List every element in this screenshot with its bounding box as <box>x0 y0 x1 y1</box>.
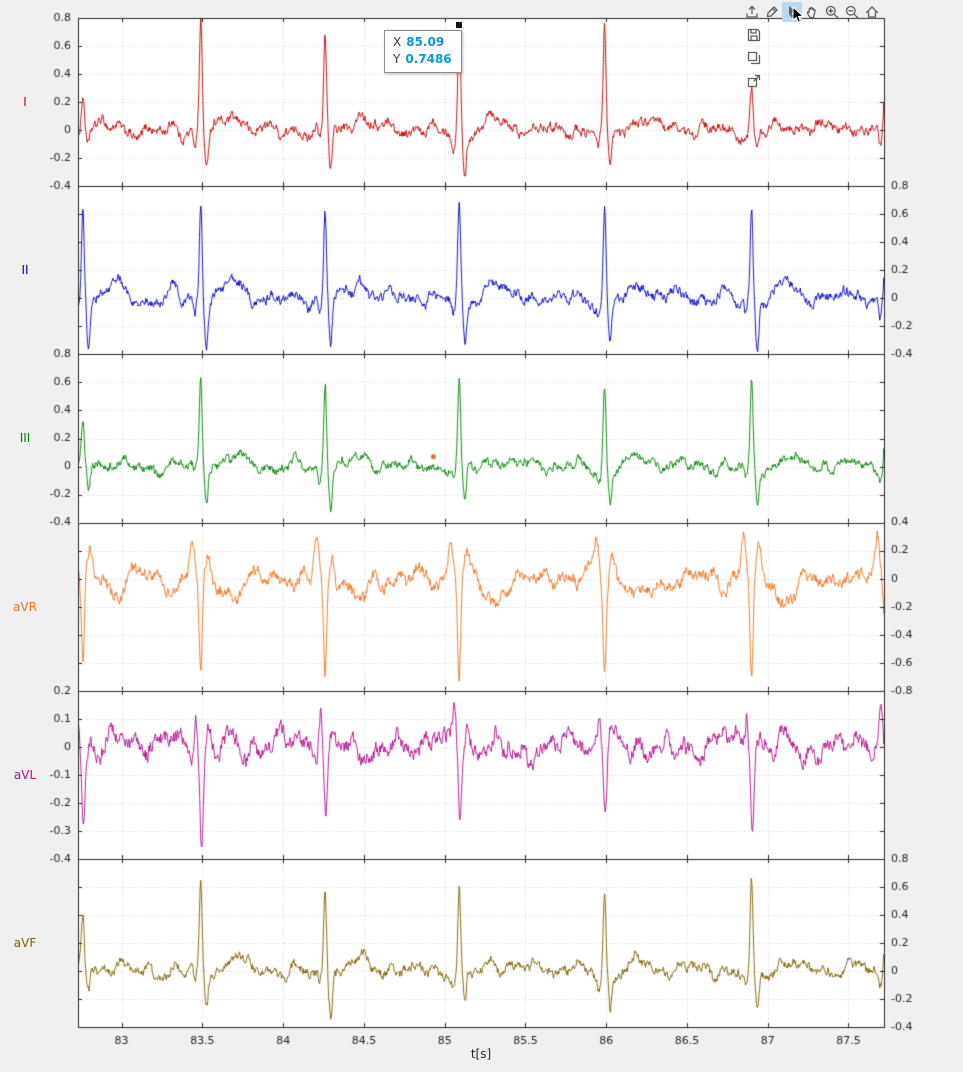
open-in-figure-button[interactable] <box>744 71 764 91</box>
open-in-figure-icon <box>747 74 761 88</box>
mouse-cursor <box>792 7 805 23</box>
figure-side-toolbar <box>744 25 764 91</box>
datatip[interactable]: X 85.09 Y 0.7486 <box>384 30 462 73</box>
datatip-x-label: X <box>393 35 402 49</box>
axes-toolbar <box>742 2 882 22</box>
pan-hand-icon <box>806 6 816 19</box>
lead-label-aVR: aVR <box>13 600 37 614</box>
export-button[interactable] <box>742 2 762 22</box>
lead-label-aVF: aVF <box>13 936 37 950</box>
x-axis-label: t[s] <box>470 1047 492 1061</box>
copy-as-image-button[interactable] <box>744 48 764 68</box>
zoom-in-icon <box>825 5 839 19</box>
zoom-out-button[interactable] <box>842 2 862 22</box>
save-button[interactable] <box>744 25 764 45</box>
zoom-out-icon <box>845 5 859 19</box>
export-icon <box>746 5 758 18</box>
zoom-in-button[interactable] <box>822 2 842 22</box>
copy-as-image-icon <box>747 51 761 65</box>
restore-view-button[interactable] <box>862 2 882 22</box>
save-icon <box>747 28 761 42</box>
pan-button[interactable] <box>802 2 822 22</box>
brush-icon <box>766 6 778 18</box>
brush-button[interactable] <box>762 2 782 22</box>
lead-label-II: II <box>21 263 29 277</box>
lead-label-I: I <box>23 95 27 109</box>
datatip-marker <box>456 22 462 28</box>
lead-label-III: III <box>19 431 31 445</box>
datatip-x-value: 85.09 <box>406 35 445 49</box>
datatip-y-value: 0.7486 <box>405 52 452 66</box>
lead-label-aVL: aVL <box>13 768 37 782</box>
datatip-y-label: Y <box>393 52 401 66</box>
home-icon <box>865 6 879 18</box>
